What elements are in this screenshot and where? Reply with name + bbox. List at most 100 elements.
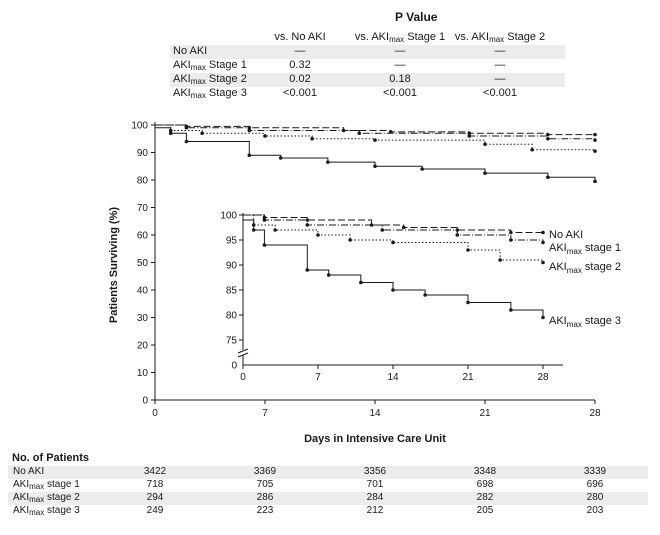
patients-table-row: AKImax stage 1 718 705 701 698 696 <box>8 479 648 492</box>
censor-point <box>530 147 534 152</box>
p-value-cell: <0.001 <box>483 87 517 99</box>
inset-censor-point <box>251 228 256 232</box>
inset-censor-point <box>541 240 545 245</box>
censor-point <box>593 138 597 142</box>
inset-series-label: No AKI <box>549 229 583 241</box>
inset-censor-point <box>262 218 267 222</box>
p-value-title: P Value <box>395 10 438 24</box>
p-value-cell: — <box>294 45 306 57</box>
x-tick-label: 28 <box>589 408 601 419</box>
p-value-cell: — <box>394 45 406 57</box>
p-value-cell: <0.001 <box>283 87 317 99</box>
y-tick-label: 90 <box>137 148 149 159</box>
patients-count-cell: 3369 <box>253 466 277 477</box>
inset-censor-point <box>262 215 267 220</box>
censor-point <box>184 139 189 144</box>
patients-row-label: AKImax stage 3 <box>13 505 80 517</box>
censor-point <box>184 125 189 130</box>
p-value-column-header: vs. AKImax Stage 2 <box>454 31 546 44</box>
inset-y-tick-label: 75 <box>226 336 238 347</box>
inset-censor-point <box>380 228 385 232</box>
y-tick-label: 40 <box>137 286 149 297</box>
censor-point <box>467 134 472 138</box>
y-tick-label: 20 <box>137 341 149 352</box>
p-value-row-label: AKImax Stage 1 <box>173 59 247 72</box>
inset-y-tick-label: 90 <box>226 261 238 272</box>
patients-count-cell: 212 <box>366 505 384 516</box>
x-tick-label: 7 <box>262 408 268 419</box>
patients-count-cell: 718 <box>146 479 164 490</box>
p-value-row-label: No AKI <box>173 45 208 57</box>
inset-x-tick-label: 28 <box>537 372 549 383</box>
inset-censor-point <box>498 258 502 262</box>
censor-point <box>593 149 597 153</box>
p-value-row: AKImax Stage 1 0.32 — — <box>170 59 565 73</box>
inset-censor-point <box>466 248 470 252</box>
inset-censor-point <box>359 280 363 285</box>
censor-point <box>373 138 377 142</box>
inset-censor-point <box>316 233 320 237</box>
p-value-cell: — <box>494 59 506 71</box>
patients-row-label: AKImax stage 2 <box>13 492 80 504</box>
censor-point <box>200 131 204 136</box>
inset-background <box>223 203 573 383</box>
p-value-cell: 0.18 <box>389 73 411 85</box>
inset-series-label: AKImax stage 1 <box>549 242 621 256</box>
p-value-row: AKImax Stage 3 <0.001 <0.001 <0.001 <box>170 87 565 101</box>
p-value-cell: 0.02 <box>289 73 311 85</box>
inset-series-line <box>243 214 543 233</box>
y-axis-title: Patients Surviving (%) <box>108 207 120 323</box>
inset-x-tick-label: 0 <box>240 372 246 383</box>
inset-censor-point <box>509 238 513 242</box>
censor-point <box>278 156 283 160</box>
inset-censor-point <box>305 223 310 227</box>
p-value-cell: — <box>394 59 406 71</box>
inset-y-tick-label: 85 <box>226 286 238 297</box>
patients-count-cell: 286 <box>256 492 274 503</box>
censor-point <box>310 136 314 141</box>
inset-censor-point <box>466 300 470 305</box>
censor-point <box>483 142 487 147</box>
x-tick-label: 14 <box>369 408 381 419</box>
patients-count-cell: 282 <box>476 492 494 503</box>
patients-count-cell: 3422 <box>143 466 167 477</box>
inset-series-label: AKImax stage 2 <box>549 261 621 275</box>
axis-break-mark <box>237 348 249 354</box>
patients-count-cell: 696 <box>586 479 604 490</box>
inset-x-tick-label: 14 <box>387 372 399 383</box>
inset-x-tick-label: 21 <box>462 372 474 383</box>
series-line <box>155 124 596 152</box>
series-line <box>155 124 596 141</box>
inset-censor-point <box>391 288 395 292</box>
y-tick-label: 30 <box>137 313 149 324</box>
p-value-row-label: AKImax Stage 2 <box>173 73 247 86</box>
patients-count-cell: 205 <box>476 505 494 516</box>
y-tick-label: 70 <box>137 203 149 214</box>
x-axis-title: Days in Intensive Care Unit <box>304 433 446 445</box>
patients-table-row: AKImax stage 3 249 223 212 205 203 <box>8 505 648 518</box>
y-tick-label: 100 <box>131 121 148 132</box>
patients-count-cell: 223 <box>256 505 274 516</box>
p-value-column-header: vs. AKImax Stage 1 <box>354 31 446 44</box>
censor-point <box>247 128 252 133</box>
patients-table-title: No. of Patients <box>12 452 90 464</box>
axis-break-mark <box>237 352 249 358</box>
p-value-row-label: AKImax Stage 3 <box>173 87 247 100</box>
censor-point <box>593 132 597 137</box>
inset-series-line <box>243 214 544 263</box>
inset-y-tick-label: 0 <box>231 361 237 372</box>
y-tick-label: 80 <box>137 176 149 187</box>
y-tick-label: 60 <box>137 231 149 242</box>
inset-censor-point <box>391 240 395 245</box>
inset-censor-point <box>541 315 545 320</box>
x-tick-label: 0 <box>152 408 158 419</box>
inset-y-tick-label: 100 <box>220 211 237 222</box>
censor-point <box>420 167 424 171</box>
inset-y-tick-label: 95 <box>226 236 238 247</box>
censor-point <box>546 175 550 180</box>
censor-point <box>546 136 550 141</box>
patients-count-cell: 701 <box>366 479 384 490</box>
patients-count-cell: 3356 <box>363 466 387 477</box>
